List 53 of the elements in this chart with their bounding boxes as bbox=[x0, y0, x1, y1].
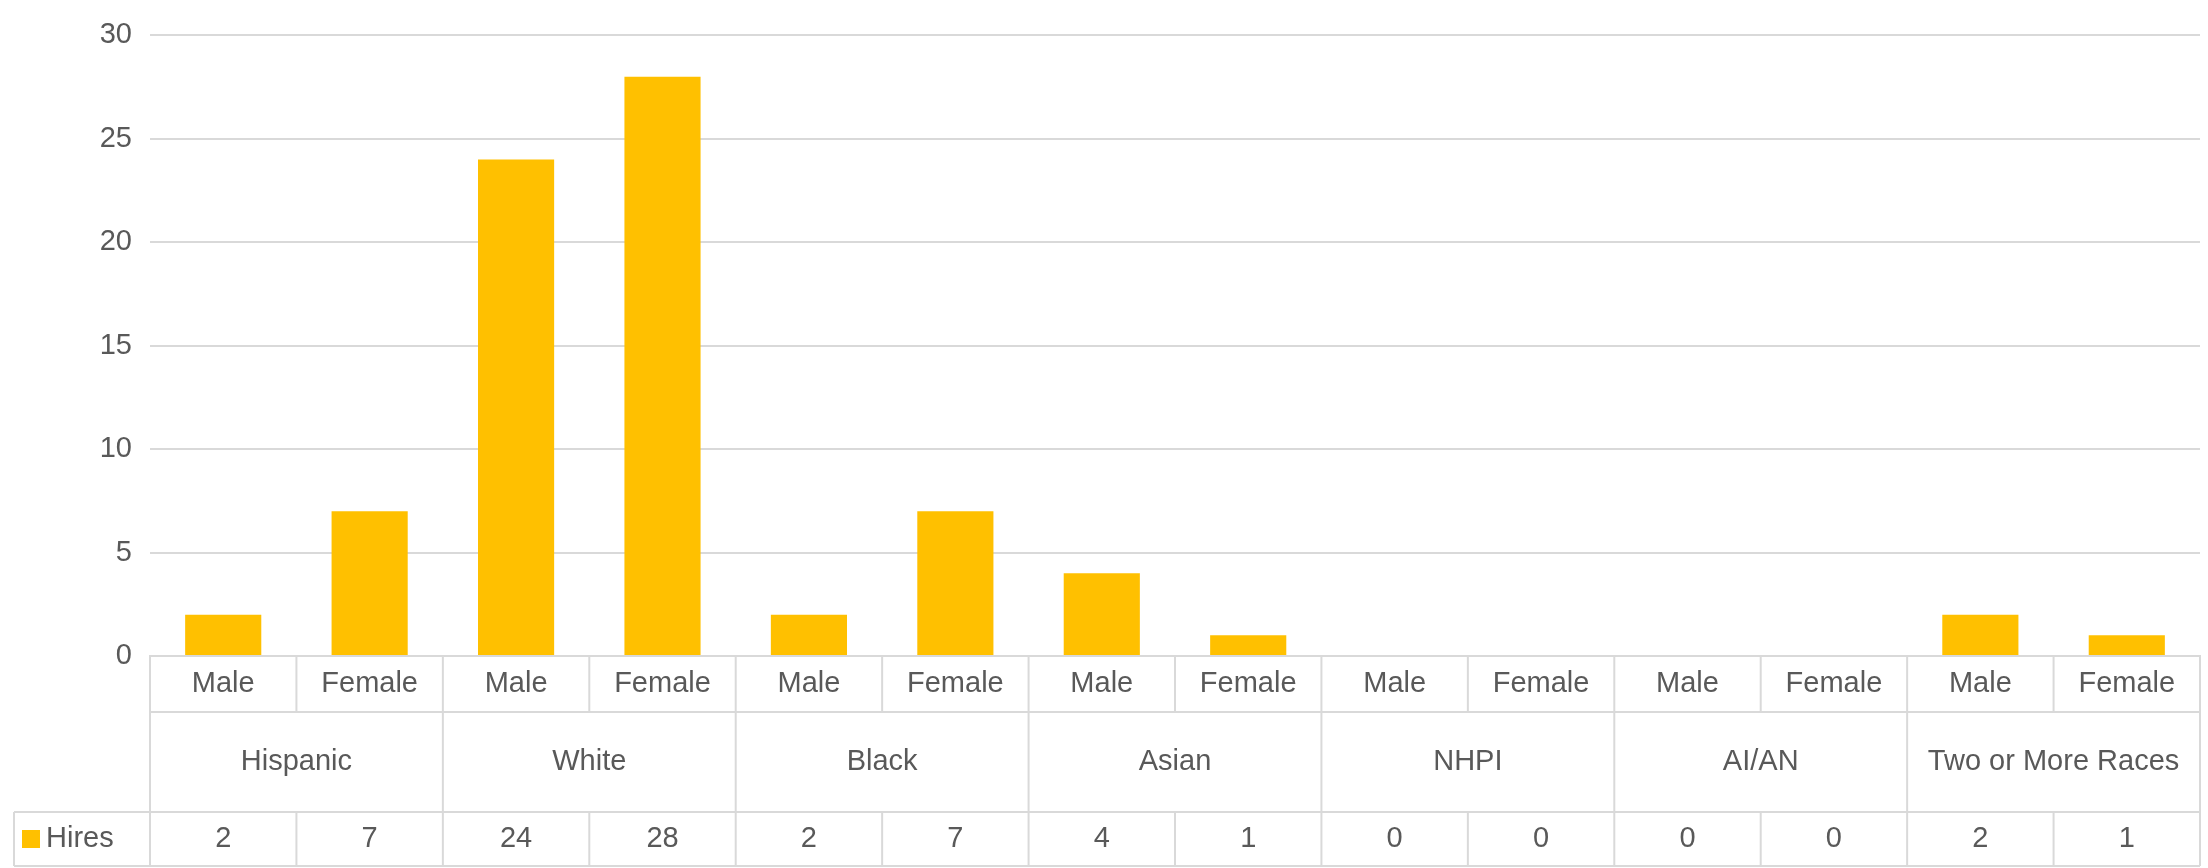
data-label: 1 bbox=[2118, 821, 2135, 853]
data-label: 4 bbox=[1093, 821, 1110, 853]
bar bbox=[2088, 635, 2165, 655]
bar bbox=[917, 511, 994, 655]
data-label: 2 bbox=[215, 821, 232, 853]
bar bbox=[331, 511, 408, 655]
y-tick-label: 20 bbox=[99, 224, 132, 257]
y-tick-label: 30 bbox=[99, 17, 132, 50]
data-label: 2 bbox=[1972, 821, 1989, 853]
x-tick-label: Female bbox=[614, 666, 711, 698]
legend-label: Hires bbox=[46, 821, 114, 853]
data-label: 7 bbox=[361, 821, 378, 853]
x-tick-label: Male bbox=[191, 666, 255, 698]
text: NHPI bbox=[1433, 744, 1503, 776]
bar bbox=[1942, 614, 2019, 655]
x-tick-label: Female bbox=[1492, 666, 1590, 698]
text: Hispanic bbox=[240, 744, 353, 776]
x-tick-label: Male bbox=[1363, 666, 1427, 698]
data-label: 1 bbox=[1240, 821, 1257, 853]
data-label: 28 bbox=[646, 821, 679, 853]
data-label: 0 bbox=[1825, 821, 1842, 853]
x-tick-label: Female bbox=[907, 666, 1004, 698]
y-tick-label: 5 bbox=[115, 534, 132, 567]
bar bbox=[1210, 635, 1287, 655]
y-tick-label: 10 bbox=[99, 431, 132, 464]
x-tick-label: Male bbox=[1948, 666, 2012, 698]
bar bbox=[624, 76, 701, 655]
x-tick-label: Female bbox=[321, 666, 418, 698]
data-label: 0 bbox=[1679, 821, 1696, 853]
y-tick-label: 0 bbox=[115, 638, 132, 670]
text: Black bbox=[846, 744, 919, 776]
data-label: 0 bbox=[1533, 821, 1550, 853]
data-label: 7 bbox=[947, 821, 964, 853]
x-tick-label: Female bbox=[1785, 666, 1883, 698]
bar bbox=[770, 614, 847, 655]
data-label: 24 bbox=[499, 821, 533, 853]
x-tick-label: Male bbox=[1070, 666, 1134, 698]
x-tick-label: Male bbox=[484, 666, 548, 698]
y-tick-label: 15 bbox=[99, 327, 132, 360]
bar bbox=[185, 614, 262, 655]
y-tick-label: 25 bbox=[99, 120, 132, 153]
data-label: 2 bbox=[800, 821, 817, 853]
x-tick-label: Female bbox=[1199, 666, 1297, 698]
bar bbox=[1063, 573, 1140, 655]
x-tick-label: Male bbox=[777, 666, 841, 698]
x-tick-label: Male bbox=[1656, 666, 1719, 698]
bar bbox=[478, 159, 555, 655]
data-label: 0 bbox=[1386, 821, 1403, 853]
x-tick-label: Female bbox=[2078, 666, 2176, 698]
text: AI/AN bbox=[1722, 744, 1799, 776]
text: White bbox=[552, 744, 627, 776]
text: Two or More Races bbox=[1927, 744, 2180, 776]
text: Asian bbox=[1138, 744, 1212, 776]
